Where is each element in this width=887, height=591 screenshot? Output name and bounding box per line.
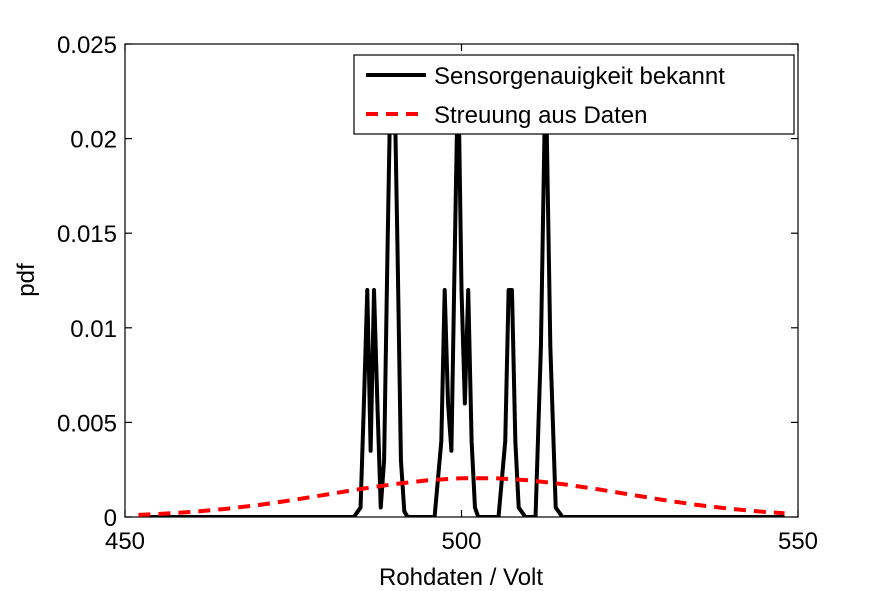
y-axis-label: pdf <box>13 263 40 297</box>
legend-box <box>353 54 795 135</box>
y-tick-label: 0 <box>104 505 117 532</box>
y-tick-label: 0.005 <box>57 410 117 437</box>
axis-ticks <box>124 43 799 518</box>
legend: Sensorgenauigkeit bekannt Streuung aus D… <box>353 54 795 135</box>
series-line-sensorgenauigkeit <box>138 60 785 517</box>
y-tick-label: 0.01 <box>70 316 117 343</box>
x-tick-label: 550 <box>778 528 818 555</box>
y-tick-label: 0.015 <box>57 221 117 248</box>
x-tick-label: 500 <box>441 528 481 555</box>
series-line-streuung <box>138 476 785 517</box>
axis-tick-labels: 450 500 550 0 0.005 0.01 0.015 0.02 0.025 <box>57 32 818 555</box>
y-tick-label: 0.02 <box>70 127 117 154</box>
y-tick-label: 0.025 <box>57 32 117 59</box>
x-tick-label: 450 <box>105 528 145 555</box>
x-axis-label: Rohdaten / Volt <box>379 564 543 591</box>
legend-label-streuung: Streuung aus Daten <box>434 102 647 129</box>
legend-label-sensorgenauigkeit: Sensorgenauigkeit bekannt <box>434 63 725 90</box>
